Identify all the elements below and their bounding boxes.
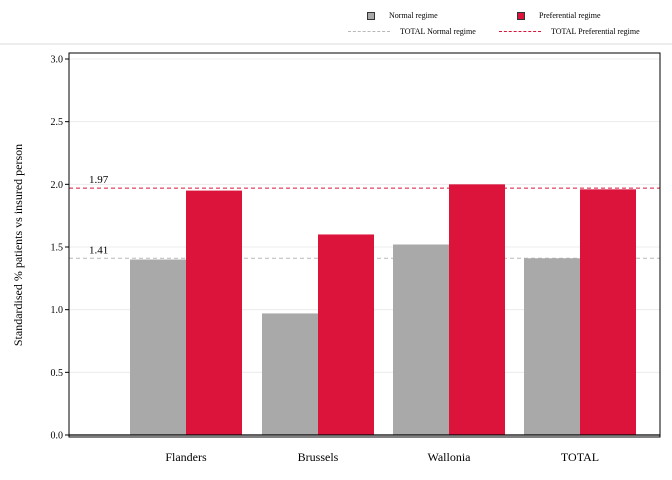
x-tick-label: Brussels (298, 450, 339, 464)
x-axis: Flanders Brussels Wallonia TOTAL (165, 450, 599, 464)
y-axis: 0.0 0.5 1.0 1.5 2.0 2.5 3.0 (51, 55, 660, 442)
y-axis-label: Standardised % patients vs insured perso… (11, 144, 25, 346)
legend-item-preferential: Preferential regime (517, 11, 601, 20)
y-tick-label: 2.5 (51, 117, 64, 128)
legend-line-total-normal (348, 31, 390, 32)
x-tick-label: TOTAL (561, 450, 599, 464)
bar-preferential-brussels (318, 234, 374, 435)
y-tick-label: 0.5 (51, 368, 64, 379)
legend-label-preferential: Preferential regime (539, 11, 601, 20)
y-tick-label: 3.0 (51, 55, 64, 66)
plot-frame (68, 52, 661, 438)
y-tick-label: 2.0 (51, 180, 64, 191)
legend-label-normal: Normal regime (389, 11, 438, 20)
legend-label-total-normal: TOTAL Normal regime (400, 27, 476, 36)
legend-item-total-preferential: TOTAL Preferential regime (499, 27, 640, 36)
y-tick-label: 1.5 (51, 243, 64, 254)
bar-normal-total (524, 258, 580, 435)
bar-preferential-wallonia (449, 184, 505, 435)
reference-label: 1.97 (89, 174, 109, 186)
legend-label-total-preferential: TOTAL Preferential regime (551, 27, 640, 36)
reference-labels: 1.41 1.97 (89, 174, 109, 256)
bars (130, 184, 636, 435)
bar-normal-wallonia (393, 244, 449, 435)
legend-swatch-preferential (517, 11, 525, 20)
legend-swatch-normal (367, 11, 375, 20)
bar-normal-brussels (262, 313, 318, 435)
x-tick-label: Flanders (165, 450, 207, 464)
legend-item-normal: Normal regime (367, 11, 438, 20)
x-tick-label: Wallonia (427, 450, 471, 464)
legend-item-total-normal: TOTAL Normal regime (348, 27, 476, 36)
legend-line-total-preferential (499, 31, 541, 32)
bar-preferential-flanders (186, 190, 242, 435)
bar-preferential-total (580, 189, 636, 435)
y-tick-label: 0.0 (51, 431, 64, 442)
y-tick-label: 1.0 (51, 305, 64, 316)
reference-label: 1.41 (89, 244, 108, 256)
bar-normal-flanders (130, 259, 186, 435)
